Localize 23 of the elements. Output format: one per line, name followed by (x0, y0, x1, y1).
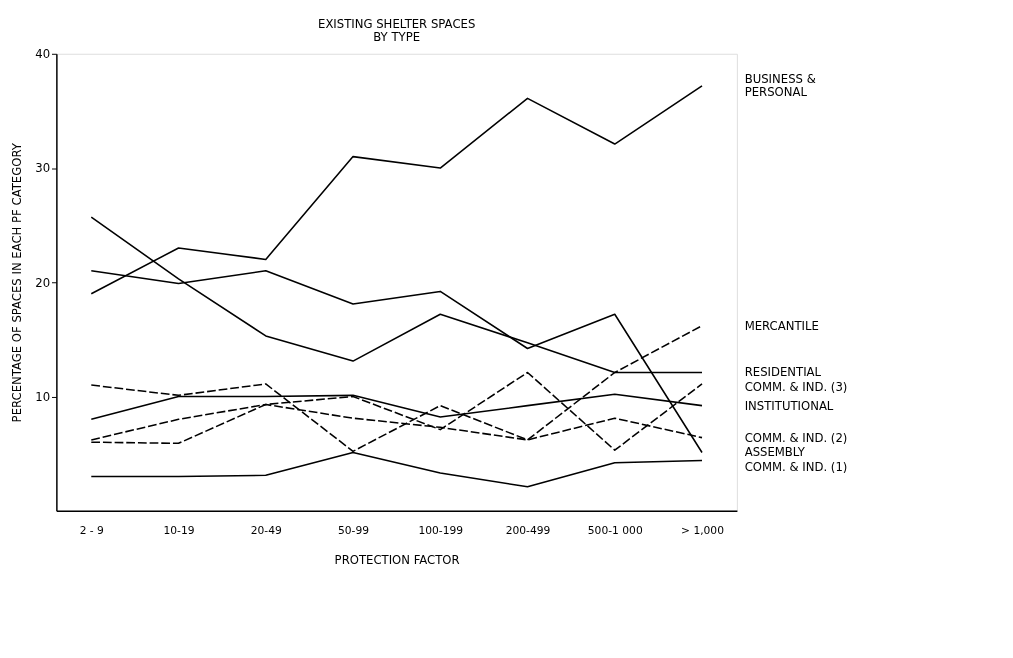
y-tick-label: 40 (35, 47, 51, 62)
x-tick-label: 10-19 (163, 523, 195, 537)
x-tick-label: > 1,000 (681, 523, 725, 537)
text: RESIDENTIAL (744, 365, 822, 380)
x-axis-title: PROTECTION FACTOR (334, 552, 460, 567)
x-tick-label: 50-99 (337, 523, 370, 537)
y-tick-label: 10 (35, 389, 51, 404)
x-tick-label: 200-499 (505, 523, 551, 537)
x-tick-label: 500-1 000 (587, 523, 643, 537)
text: ASSEMBLY (744, 445, 806, 460)
text: COMM. & IND. (3) (744, 379, 848, 394)
text: COMM. & IND. (2) (744, 430, 848, 445)
y-tick-label: 20 (35, 275, 51, 290)
text: MERCANTILE (744, 318, 819, 333)
y-tick-label: 30 (35, 161, 51, 176)
text: COMM. & IND. (1) (744, 459, 848, 474)
chart-title: EXISTING SHELTER SPACES BY TYPE (318, 16, 476, 45)
x-tick-label: 20-49 (250, 523, 282, 537)
text: INSTITUTIONAL (744, 398, 834, 413)
text: BUSINESS & PERSONAL (744, 71, 816, 100)
x-tick-label: 2 - 9 (79, 523, 105, 537)
x-tick-label: 100-199 (418, 523, 464, 537)
y-axis-title: PERCENTAGE OF SPACES IN EACH PF CATEGORY (9, 142, 24, 423)
